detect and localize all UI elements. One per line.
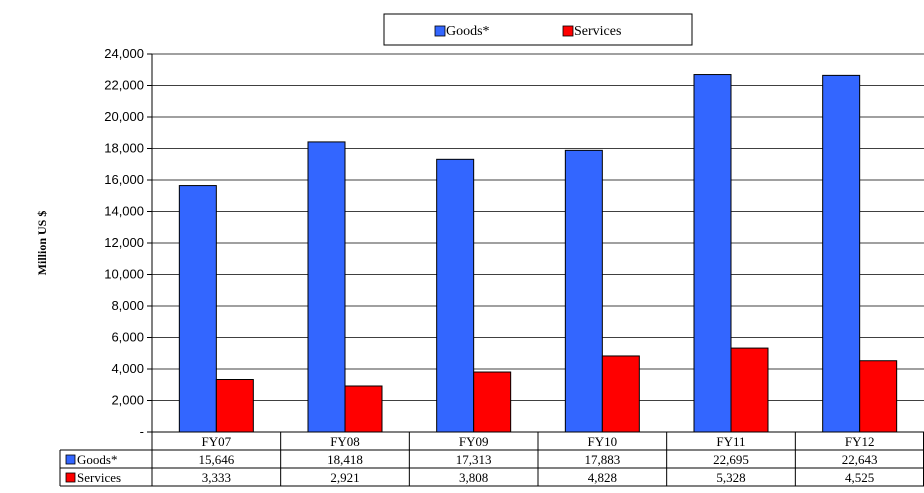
services-table-swatch [65,472,76,483]
data-cell: 2,921 [330,470,359,485]
y-tick-label: 14,000 [104,204,144,219]
y-tick-label: 8,000 [111,298,144,313]
y-tick-label: 6,000 [111,330,144,345]
services-bar-fy08 [344,385,383,433]
goods-bar-fy10 [564,149,603,433]
services-bar-fy07 [215,379,254,433]
gridlines [152,53,924,401]
data-cell: 17,313 [456,452,492,467]
goods-legend-label: Goods* [446,24,490,39]
y-tick-label: 16,000 [104,172,144,187]
goods-row-label: Goods* [77,452,117,467]
y-tick-label: 12,000 [104,235,144,250]
goods-bar-fy11 [693,74,732,433]
y-tick-label: 22,000 [104,78,144,93]
data-cell: 18,418 [327,452,363,467]
goods-legend-swatch [434,25,446,37]
y-tick-label: 2,000 [111,393,144,408]
services-legend-swatch [562,25,574,37]
services-row-label: Services [77,470,121,485]
y-axis-label: Million US $ [35,211,49,276]
y-tick-label: 20,000 [104,109,144,124]
data-cell: 5,328 [716,470,745,485]
goods-bar-fy08 [307,141,346,433]
data-cell: 22,643 [842,452,878,467]
category-label: FY07 [202,434,232,449]
data-table: FY07 FY08 FY09 FY10 FY11 FY12 Goods* 15,646 18,4… [59,431,924,487]
services-bar-fy09 [473,371,512,433]
services-bar-fy11 [730,347,769,433]
bars [178,74,898,433]
category-label: FY10 [588,434,618,449]
legend-box [383,13,693,46]
category-label: FY09 [459,434,489,449]
services-legend-label: Services [574,24,621,39]
category-label: FY08 [330,434,360,449]
goods-bar-fy07 [178,185,217,433]
y-tick-label: 24,000 [104,46,144,61]
y-tick-label: 18,000 [104,141,144,156]
y-tick-label: - [140,424,144,439]
y-tick-label: 10,000 [104,267,144,282]
data-cell: 4,525 [845,470,874,485]
services-bar-fy10 [601,355,640,433]
data-cell: 22,695 [713,452,749,467]
legend: Goods* Services [383,13,693,46]
data-cell: 3,808 [459,470,488,485]
data-cell: 17,883 [584,452,620,467]
category-label: FY11 [716,434,745,449]
data-cell: 4,828 [588,470,617,485]
data-cell: 15,646 [198,452,234,467]
category-label: FY12 [845,434,875,449]
y-axis: - 2,000 4,000 6,000 8,000 10,000 12,000 14,000 1… [104,46,153,439]
goods-bar-fy12 [822,74,861,433]
services-bar-fy12 [859,360,898,433]
y-tick-label: 4,000 [111,361,144,376]
goods-table-swatch [65,454,76,465]
goods-bar-fy09 [436,158,475,433]
data-cell: 3,333 [202,470,231,485]
